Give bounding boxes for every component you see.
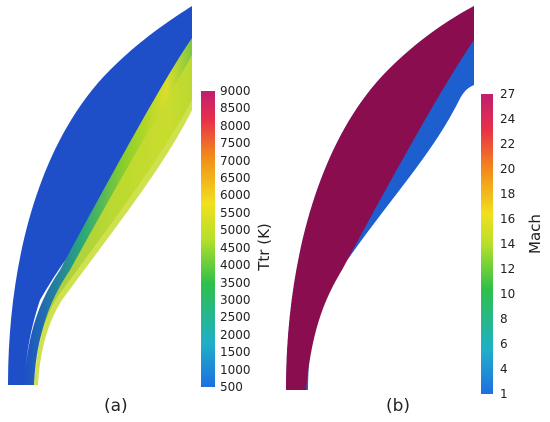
temperature-colorbar: [201, 91, 215, 387]
temperature-tick-label: 3500: [220, 275, 251, 290]
mach-tick-label: 12: [500, 262, 516, 276]
temperature-colorbar-title: Ttr (K): [255, 223, 273, 271]
temperature-tick-label: 6000: [220, 188, 251, 203]
temperature-tick-label: 2500: [220, 310, 251, 325]
freestream-region: [8, 6, 192, 385]
mach-tick-label: 18: [500, 187, 516, 201]
mach-tick-label: 14: [500, 237, 516, 251]
temperature-tick-label: 5000: [220, 223, 251, 238]
mach-tick-label: 1: [500, 387, 508, 401]
temperature-tick-label: 9000: [220, 84, 251, 98]
temperature-tick-label: 7500: [220, 136, 251, 151]
mach-tick-label: 16: [500, 212, 516, 226]
mach-tick-label: 22: [500, 137, 516, 151]
temperature-tick-label: 4500: [220, 240, 251, 255]
high-mach-region: [286, 6, 474, 390]
temperature-tick-label: 7000: [220, 153, 251, 168]
temperature-tick-label: 1000: [220, 362, 251, 377]
panel-a-caption: (a): [104, 396, 128, 416]
mach-tick-label: 27: [500, 87, 516, 101]
mach-tick-label: 10: [500, 287, 516, 301]
temperature-tick-label: 2000: [220, 327, 251, 342]
mach-colorbar: [481, 94, 493, 394]
temperature-tick-label: 500: [220, 380, 243, 394]
mach-tick-label: 8: [500, 312, 508, 326]
temperature-tick-label: 6500: [220, 171, 251, 186]
mach-tick-label: 20: [500, 162, 516, 176]
temperature-tick-label: 5500: [220, 205, 251, 220]
panel-b-caption: (b): [386, 396, 411, 416]
mach-colorbar-title: Mach: [526, 214, 544, 254]
temperature-tick-label: 8000: [220, 118, 251, 133]
temperature-contour-plot: [8, 6, 192, 385]
temperature-tick-label: 3000: [220, 292, 251, 307]
near-wall-region: [34, 55, 192, 385]
mach-contour-plot: [286, 6, 474, 390]
mach-tick-label: 24: [500, 112, 516, 126]
mach-tick-label: 6: [500, 337, 508, 351]
temperature-tick-label: 8500: [220, 101, 251, 116]
temperature-tick-label: 1500: [220, 345, 251, 360]
temperature-tick-label: 4000: [220, 258, 251, 273]
mach-tick-label: 4: [500, 362, 508, 376]
